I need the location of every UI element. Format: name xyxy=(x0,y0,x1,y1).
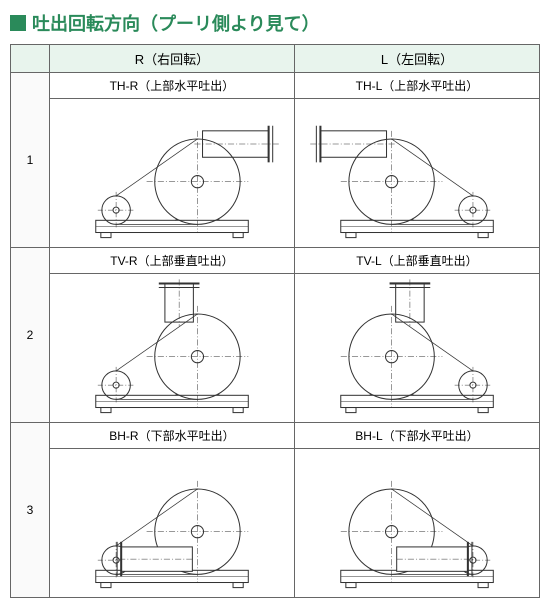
diagram-r xyxy=(49,449,294,598)
col-header-l: L（左回転） xyxy=(294,45,539,73)
cell-label-r: TH-R（上部水平吐出） xyxy=(49,73,294,99)
diagram-l xyxy=(294,449,539,598)
cell-label-l: BH-L（下部水平吐出） xyxy=(294,423,539,449)
diagram-r xyxy=(49,274,294,423)
cell-label-l: TH-L（上部水平吐出） xyxy=(294,73,539,99)
title-bar: 吐出回転方向（プーリ側より見て） xyxy=(10,10,540,36)
table-header-row: R（右回転） L（左回転） xyxy=(11,45,540,73)
page-title: 吐出回転方向（プーリ側より見て） xyxy=(32,10,320,36)
row-number: 1 xyxy=(11,73,50,248)
cell-label-l: TV-L（上部垂直吐出） xyxy=(294,248,539,274)
diagram-l xyxy=(294,99,539,248)
row-number: 2 xyxy=(11,248,50,423)
col-header-r: R（右回転） xyxy=(49,45,294,73)
cell-label-r: BH-R（下部水平吐出） xyxy=(49,423,294,449)
diagram-l xyxy=(294,274,539,423)
title-square-icon xyxy=(10,15,26,31)
row-number: 3 xyxy=(11,423,50,598)
cell-label-r: TV-R（上部垂直吐出） xyxy=(49,248,294,274)
rotation-table: R（右回転） L（左回転） 1 TH-R（上部水平吐出） TH-L（上部水平吐出… xyxy=(10,44,540,598)
diagram-r xyxy=(49,99,294,248)
